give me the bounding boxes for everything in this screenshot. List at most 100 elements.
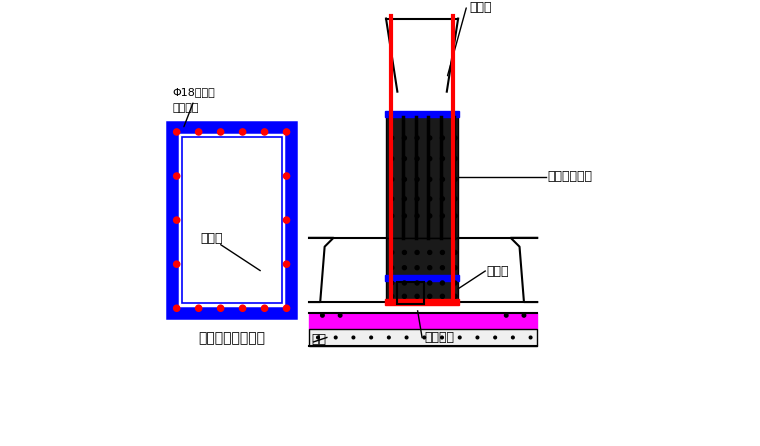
Circle shape xyxy=(283,305,290,311)
Circle shape xyxy=(217,129,223,135)
Circle shape xyxy=(217,305,223,311)
Circle shape xyxy=(415,197,419,201)
Bar xyxy=(182,137,282,303)
Circle shape xyxy=(402,157,407,161)
Circle shape xyxy=(440,266,445,270)
Circle shape xyxy=(239,129,245,135)
Circle shape xyxy=(261,129,268,135)
Circle shape xyxy=(402,251,407,254)
Circle shape xyxy=(338,314,342,317)
Circle shape xyxy=(494,336,496,339)
Circle shape xyxy=(370,336,372,339)
Circle shape xyxy=(453,178,457,182)
Text: 柱插筋: 柱插筋 xyxy=(201,232,223,245)
Bar xyxy=(385,299,459,305)
Circle shape xyxy=(390,157,394,161)
Circle shape xyxy=(505,314,508,317)
Circle shape xyxy=(453,294,457,298)
Circle shape xyxy=(415,266,419,270)
Circle shape xyxy=(390,214,394,218)
Circle shape xyxy=(428,178,432,182)
Circle shape xyxy=(440,294,445,298)
Circle shape xyxy=(402,281,407,285)
Circle shape xyxy=(283,173,290,179)
Circle shape xyxy=(352,336,355,339)
Circle shape xyxy=(423,336,426,339)
Circle shape xyxy=(453,266,457,270)
Circle shape xyxy=(453,281,457,285)
Bar xyxy=(309,313,537,329)
Text: 柱銃筋定位框詳圖: 柱銃筋定位框詳圖 xyxy=(198,331,265,345)
Circle shape xyxy=(390,197,394,201)
Circle shape xyxy=(195,305,201,311)
Text: 筋定位框: 筋定位框 xyxy=(173,103,199,113)
Text: 柱插筋: 柱插筋 xyxy=(469,1,492,14)
Circle shape xyxy=(428,251,432,254)
Circle shape xyxy=(317,336,319,339)
Circle shape xyxy=(440,281,445,285)
Circle shape xyxy=(195,129,201,135)
Circle shape xyxy=(440,178,445,182)
Circle shape xyxy=(440,251,445,254)
Circle shape xyxy=(415,294,419,298)
Circle shape xyxy=(440,214,445,218)
Circle shape xyxy=(173,305,180,311)
Circle shape xyxy=(415,281,419,285)
Circle shape xyxy=(458,336,461,339)
Circle shape xyxy=(402,197,407,201)
Circle shape xyxy=(402,178,407,182)
Circle shape xyxy=(453,197,457,201)
Circle shape xyxy=(390,136,394,140)
Text: 墊層: 墊層 xyxy=(312,333,326,346)
Bar xyxy=(386,116,458,238)
Bar xyxy=(309,329,537,347)
Circle shape xyxy=(390,266,394,270)
Circle shape xyxy=(428,157,432,161)
Circle shape xyxy=(283,261,290,267)
Text: 底板銃筋: 底板銃筋 xyxy=(424,331,454,344)
Bar xyxy=(397,282,424,304)
Text: 梁銃筋: 梁銃筋 xyxy=(486,264,509,277)
Circle shape xyxy=(388,336,390,339)
Circle shape xyxy=(453,214,457,218)
Bar xyxy=(385,275,459,281)
Circle shape xyxy=(441,336,443,339)
Text: 柱銃筋定位框: 柱銃筋定位框 xyxy=(547,170,593,183)
Circle shape xyxy=(440,136,445,140)
Circle shape xyxy=(415,136,419,140)
Bar xyxy=(386,238,458,304)
Circle shape xyxy=(415,157,419,161)
Circle shape xyxy=(390,281,394,285)
Circle shape xyxy=(239,305,245,311)
Circle shape xyxy=(402,214,407,218)
Circle shape xyxy=(453,157,457,161)
Bar xyxy=(385,111,459,117)
Circle shape xyxy=(173,129,180,135)
Circle shape xyxy=(428,266,432,270)
Circle shape xyxy=(402,136,407,140)
Circle shape xyxy=(261,305,268,311)
Circle shape xyxy=(402,294,407,298)
Circle shape xyxy=(428,214,432,218)
Circle shape xyxy=(476,336,479,339)
Circle shape xyxy=(453,136,457,140)
Circle shape xyxy=(428,136,432,140)
Circle shape xyxy=(453,251,457,254)
Circle shape xyxy=(428,197,432,201)
Circle shape xyxy=(415,251,419,254)
Circle shape xyxy=(440,157,445,161)
Circle shape xyxy=(173,261,180,267)
Circle shape xyxy=(390,251,394,254)
Circle shape xyxy=(334,336,337,339)
Circle shape xyxy=(173,217,180,223)
Circle shape xyxy=(321,314,325,317)
Circle shape xyxy=(511,336,515,339)
Circle shape xyxy=(405,336,408,339)
Circle shape xyxy=(428,294,432,298)
Circle shape xyxy=(428,281,432,285)
Circle shape xyxy=(283,217,290,223)
Circle shape xyxy=(402,266,407,270)
Text: Φ18，柱銃: Φ18，柱銃 xyxy=(173,87,215,97)
Circle shape xyxy=(415,178,419,182)
Circle shape xyxy=(173,173,180,179)
